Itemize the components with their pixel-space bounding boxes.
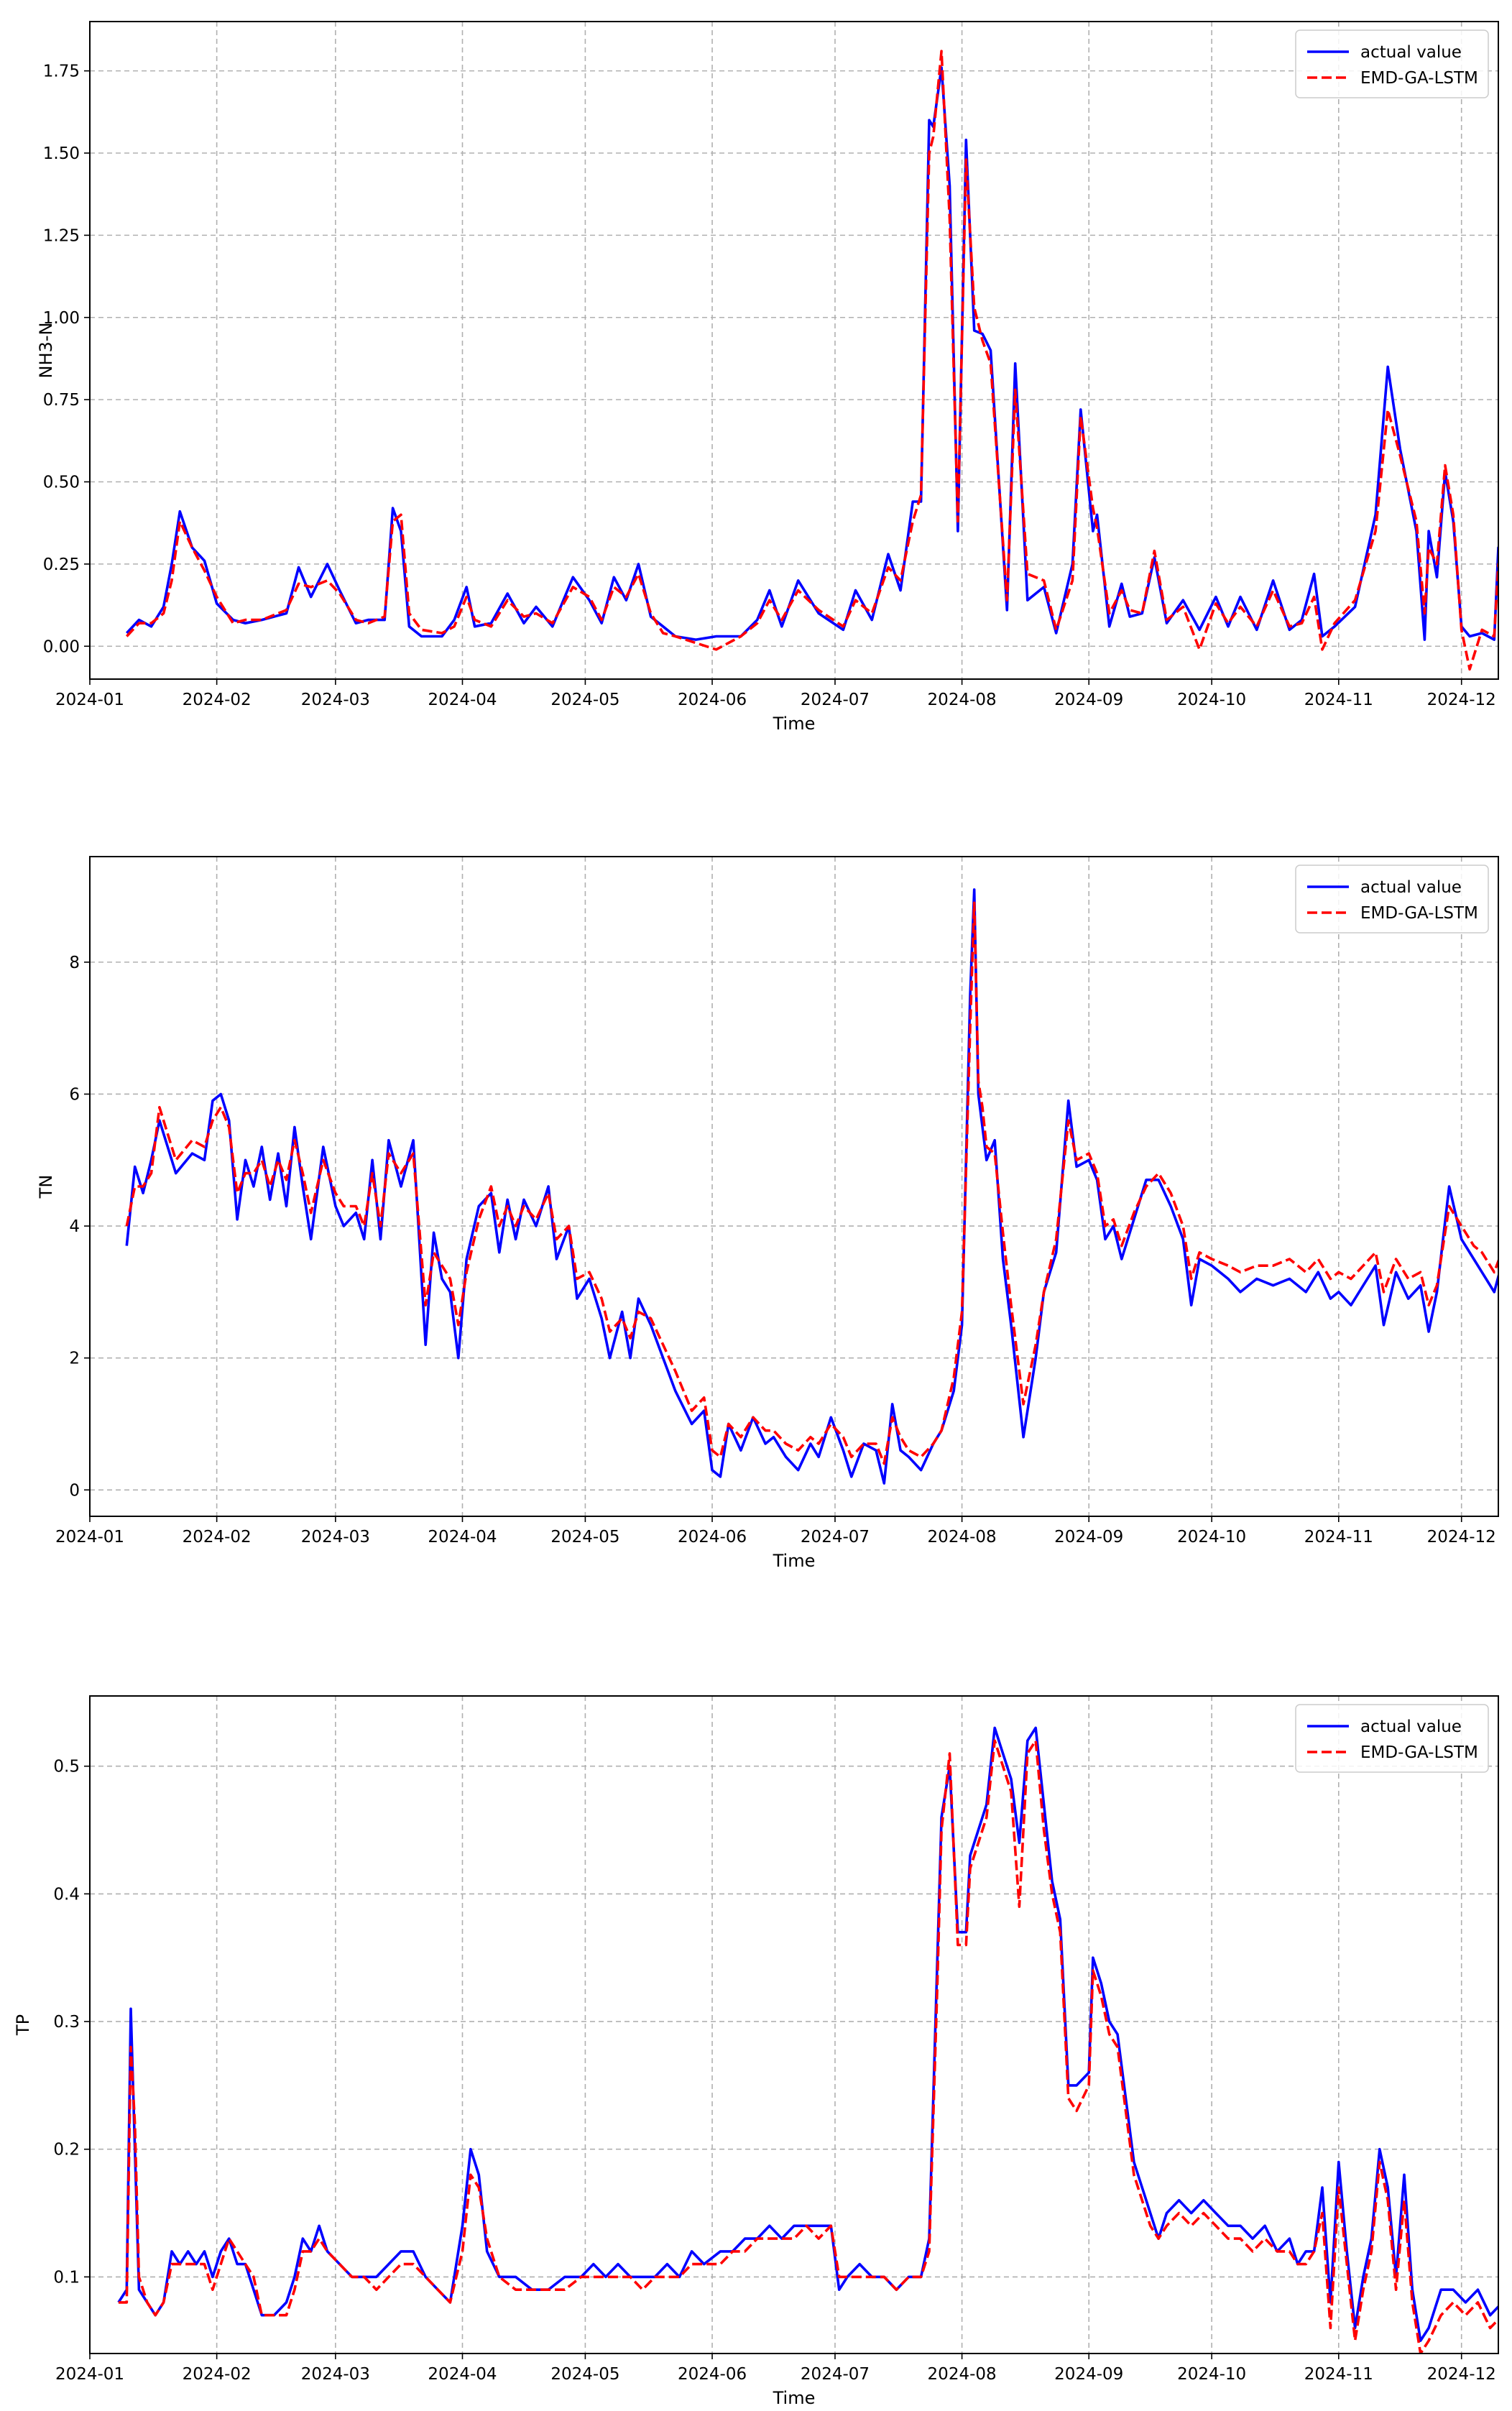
x-tick-label: 2024-12 (1427, 691, 1496, 709)
x-axis-label: Time (773, 1551, 816, 1571)
plot-area (90, 22, 1498, 679)
x-tick-label: 2024-10 (1177, 2365, 1246, 2384)
x-tick-label: 2024-03 (301, 691, 370, 709)
x-tick-label: 2024-12 (1427, 1528, 1496, 1546)
x-tick-label: 2024-08 (928, 2365, 997, 2384)
y-tick-label: 0.25 (43, 556, 80, 574)
legend-box (1295, 865, 1489, 933)
x-tick-label: 2024-08 (928, 1528, 997, 1546)
y-tick-label: 0.00 (43, 637, 80, 656)
chart-1: 2024-01 2024-02 2024-03 2024-04 2024-05 2024-… (36, 21, 1499, 734)
x-tick-label: 2024-02 (183, 691, 252, 709)
x-tick-label: 2024-03 (301, 1528, 370, 1546)
y-tick-label: 0.4 (53, 1885, 80, 1904)
legend-label: actual value (1360, 1718, 1462, 1736)
legend-box (1295, 1704, 1489, 1773)
x-tick-label: 2024-07 (801, 1528, 870, 1546)
legend-label: actual value (1360, 43, 1462, 62)
x-tick-label: 2024-07 (801, 2365, 870, 2384)
x-tick-label: 2024-07 (801, 691, 870, 709)
x-tick-label: 2024-09 (1054, 691, 1123, 709)
x-tick-label: 2024-04 (428, 1528, 497, 1546)
x-tick-label: 2024-03 (301, 2365, 370, 2384)
y-tick-label: 0 (69, 1481, 80, 1500)
y-axis-label: NH3-N (36, 323, 56, 379)
x-tick-label: 2024-06 (678, 691, 747, 709)
y-tick-label: 0.2 (53, 2141, 80, 2159)
plot-area (90, 1696, 1498, 2354)
plot-area (90, 857, 1498, 1516)
y-tick-label: 4 (69, 1217, 80, 1236)
y-tick-label: 0.3 (53, 2013, 80, 2032)
x-tick-label: 2024-10 (1177, 691, 1246, 709)
legend-box (1295, 29, 1489, 98)
chart-3: 2024-01 2024-02 2024-03 2024-04 2024-05 2024-… (13, 1695, 1499, 2408)
y-tick-label: 0.75 (43, 391, 80, 410)
legend: actual value EMD-GA-LSTM (1295, 1704, 1489, 1773)
x-tick-label: 2024-02 (183, 1528, 252, 1546)
x-tick-label: 2024-09 (1054, 1528, 1123, 1546)
y-tick-label: 1.50 (43, 144, 80, 163)
legend-label: EMD-GA-LSTM (1360, 1743, 1478, 1762)
y-tick-label: 6 (69, 1085, 80, 1104)
y-tick-label: 1.25 (43, 226, 80, 245)
y-tick-label: 0.1 (53, 2268, 80, 2287)
x-tick-label: 2024-11 (1304, 691, 1373, 709)
y-tick-label: 8 (69, 954, 80, 972)
x-tick-label: 2024-02 (183, 2365, 252, 2384)
x-tick-label: 2024-01 (55, 1528, 124, 1546)
series-line-emd-ga-lstm (118, 1739, 1498, 2354)
x-tick-label: 2024-04 (428, 2365, 497, 2384)
axes-frame (89, 1695, 1499, 2354)
y-axis-label: TN (36, 1175, 56, 1199)
y-tick-label: 0.50 (43, 474, 80, 492)
series-line-actual-value (125, 66, 1498, 641)
legend-label: EMD-GA-LSTM (1360, 904, 1478, 923)
series-line-emd-ga-lstm (125, 50, 1498, 671)
x-tick-label: 2024-05 (550, 2365, 619, 2384)
x-tick-label: 2024-06 (678, 2365, 747, 2384)
x-tick-label: 2024-06 (678, 1528, 747, 1546)
x-tick-label: 2024-05 (550, 1528, 619, 1546)
x-tick-label: 2024-08 (928, 691, 997, 709)
legend-label: actual value (1360, 878, 1462, 897)
x-tick-label: 2024-01 (55, 691, 124, 709)
legend: actual value EMD-GA-LSTM (1295, 29, 1489, 98)
x-tick-label: 2024-11 (1304, 1528, 1373, 1546)
x-tick-label: 2024-12 (1427, 2365, 1496, 2384)
y-tick-label: 2 (69, 1350, 80, 1368)
y-axis-label: TP (13, 2014, 33, 2036)
chart-2: 2024-01 2024-02 2024-03 2024-04 2024-05 2024-… (36, 856, 1499, 1571)
y-tick-label: 1.75 (43, 63, 80, 81)
y-tick-label: 1.00 (43, 309, 80, 328)
x-tick-label: 2024-05 (550, 691, 619, 709)
y-tick-label: 0.5 (53, 1758, 80, 1776)
x-tick-label: 2024-09 (1054, 2365, 1123, 2384)
axes-frame (89, 856, 1499, 1517)
series-line-emd-ga-lstm (125, 901, 1498, 1465)
x-axis-label: Time (773, 714, 816, 734)
series-line-actual-value (125, 888, 1498, 1485)
legend: actual value EMD-GA-LSTM (1295, 865, 1489, 933)
legend-label: EMD-GA-LSTM (1360, 69, 1478, 88)
x-axis-label: Time (773, 2388, 816, 2408)
axes-frame (89, 21, 1499, 680)
x-tick-label: 2024-04 (428, 691, 497, 709)
x-tick-label: 2024-01 (55, 2365, 124, 2384)
x-tick-label: 2024-11 (1304, 2365, 1373, 2384)
x-tick-label: 2024-10 (1177, 1528, 1246, 1546)
